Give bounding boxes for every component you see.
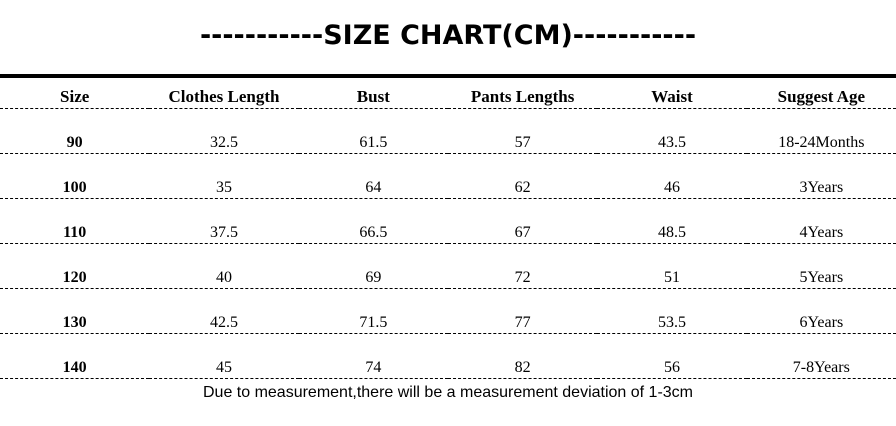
table-row: 140 45 74 82 56 7-8Years: [0, 333, 896, 379]
value-cell: 45: [149, 333, 299, 379]
column-header-bust: Bust: [298, 76, 448, 109]
value-cell: 40: [149, 243, 299, 289]
value-cell: 46: [597, 153, 747, 199]
value-cell: 56: [597, 333, 747, 379]
column-header-size: Size: [0, 76, 150, 109]
size-chart-table: Size Clothes Length Bust Pants Lengths Waist…: [0, 74, 896, 379]
value-cell: 61.5: [298, 108, 448, 154]
value-cell: 6Years: [746, 288, 896, 334]
value-cell: 51: [597, 243, 747, 289]
size-cell: 110: [0, 198, 150, 244]
table-body: 90 32.5 61.5 57 43.5 18-24Months 100 35 64 62 46 3Y…: [0, 108, 896, 379]
column-header-clothes-length: Clothes Length: [149, 76, 299, 109]
value-cell: 72: [447, 243, 598, 289]
table-row: 130 42.5 71.5 77 53.5 6Years: [0, 288, 896, 334]
size-cell: 130: [0, 288, 150, 334]
size-cell: 90: [0, 108, 150, 154]
size-cell: 120: [0, 243, 150, 289]
value-cell: 43.5: [597, 108, 747, 154]
value-cell: 77: [447, 288, 598, 334]
value-cell: 7-8Years: [746, 333, 896, 379]
value-cell: 18-24Months: [746, 108, 896, 154]
value-cell: 48.5: [597, 198, 747, 244]
table-row: 90 32.5 61.5 57 43.5 18-24Months: [0, 108, 896, 154]
value-cell: 53.5: [597, 288, 747, 334]
value-cell: 4Years: [746, 198, 896, 244]
value-cell: 62: [447, 153, 598, 199]
header-row: Size Clothes Length Bust Pants Lengths Waist…: [0, 76, 896, 109]
value-cell: 57: [447, 108, 598, 154]
value-cell: 67: [447, 198, 598, 244]
value-cell: 74: [298, 333, 448, 379]
value-cell: 69: [298, 243, 448, 289]
table-row: 100 35 64 62 46 3Years: [0, 153, 896, 199]
table-header: Size Clothes Length Bust Pants Lengths Waist…: [0, 76, 896, 109]
value-cell: 5Years: [746, 243, 896, 289]
value-cell: 82: [447, 333, 598, 379]
table-row: 120 40 69 72 51 5Years: [0, 243, 896, 289]
column-header-pants-lengths: Pants Lengths: [447, 76, 598, 109]
value-cell: 66.5: [298, 198, 448, 244]
table-row: 110 37.5 66.5 67 48.5 4Years: [0, 198, 896, 244]
column-header-waist: Waist: [597, 76, 747, 109]
value-cell: 32.5: [149, 108, 299, 154]
value-cell: 3Years: [746, 153, 896, 199]
value-cell: 37.5: [149, 198, 299, 244]
value-cell: 35: [149, 153, 299, 199]
measurement-note: Due to measurement,there will be a measu…: [202, 383, 693, 401]
size-cell: 140: [0, 333, 150, 379]
value-cell: 42.5: [149, 288, 299, 334]
value-cell: 71.5: [298, 288, 448, 334]
value-cell: 64: [298, 153, 448, 199]
size-cell: 100: [0, 153, 150, 199]
column-header-suggest-age: Suggest Age: [746, 76, 896, 109]
page-title: -----------SIZE CHART(CM)-----------: [199, 20, 697, 51]
